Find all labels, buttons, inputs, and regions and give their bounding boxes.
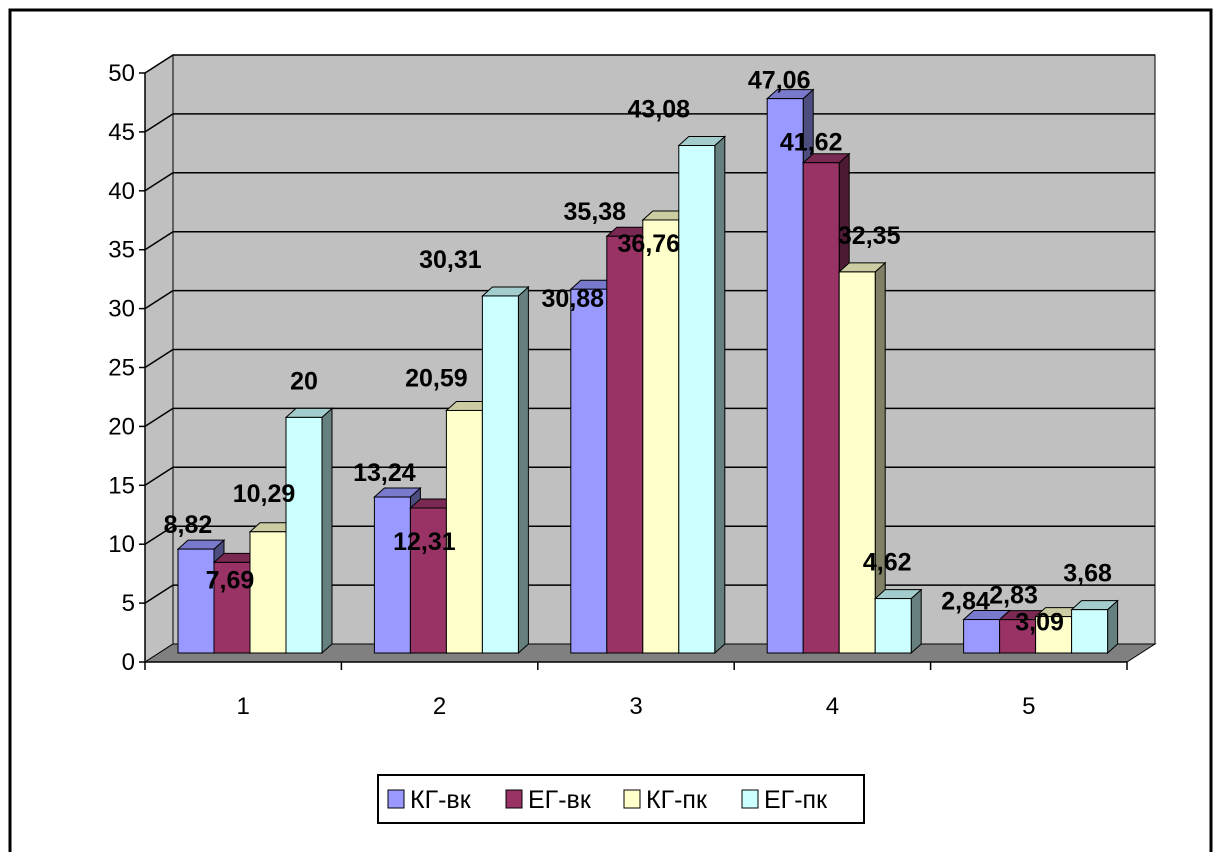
data-label: 10,29	[233, 480, 296, 508]
legend-item: КГ-пк	[623, 786, 708, 814]
data-label: 3,09	[1015, 609, 1064, 637]
bar-front	[1071, 609, 1109, 654]
legend-swatch	[741, 789, 759, 809]
bar-front	[409, 507, 447, 654]
x-tick-label: 1	[237, 693, 250, 720]
y-tick-label: 0	[122, 649, 135, 676]
legend-swatch	[623, 789, 641, 809]
data-label: 12,31	[393, 528, 456, 556]
bar-side	[910, 588, 922, 655]
data-label: 41,62	[780, 129, 843, 157]
bar-front	[802, 162, 840, 654]
data-label: 36,76	[618, 230, 681, 258]
data-label: 32,35	[838, 222, 901, 250]
legend-box	[377, 774, 865, 824]
y-tick-label: 45	[108, 119, 135, 146]
data-label: 20	[290, 367, 318, 395]
x-tick-label: 4	[826, 693, 839, 720]
gridline	[144, 113, 1155, 133]
legend-item: КГ-вк	[387, 786, 472, 814]
data-label: 30,88	[542, 285, 605, 313]
bar-front	[1035, 616, 1073, 654]
bar-front	[678, 145, 716, 654]
x-tick-label: 2	[433, 693, 446, 720]
bar-front	[285, 416, 323, 654]
bar-front	[642, 219, 680, 654]
bar-front	[874, 598, 912, 654]
bar	[284, 407, 334, 655]
y-tick-label: 20	[108, 413, 135, 440]
data-label: 3,68	[1063, 560, 1112, 588]
y-tick-label: 15	[108, 472, 135, 499]
data-label: 8,82	[164, 511, 213, 539]
y-tick-label: 50	[108, 60, 135, 87]
legend-swatch	[387, 789, 405, 809]
data-label: 7,69	[206, 566, 255, 594]
bar-front	[766, 98, 804, 654]
y-tick-label: 5	[122, 590, 135, 617]
bar	[837, 261, 887, 655]
bar	[677, 135, 727, 655]
gridline	[144, 54, 1155, 74]
data-label: 13,24	[353, 459, 416, 487]
bar-side	[517, 285, 529, 655]
x-tick-label: 5	[1022, 693, 1035, 720]
bar-front	[963, 619, 1001, 654]
data-label: 30,31	[419, 246, 482, 274]
bar-side	[321, 407, 333, 655]
bar	[481, 285, 530, 655]
bar-front	[838, 271, 876, 654]
bar	[1070, 599, 1119, 655]
y-tick-label: 35	[108, 237, 135, 264]
data-label: 35,38	[564, 198, 627, 226]
y-tick-label: 40	[108, 178, 135, 205]
bar-side	[714, 135, 726, 655]
data-label: 47,06	[748, 67, 811, 95]
legend-item: ЕГ-пк	[741, 786, 828, 814]
bar-front	[373, 496, 411, 654]
legend-label: КГ-вк	[410, 786, 472, 814]
bar-front	[999, 619, 1037, 654]
legend-item: ЕГ-вк	[505, 786, 592, 814]
legend-label: ЕГ-вк	[528, 786, 592, 814]
y-tick-label: 30	[108, 296, 135, 323]
data-label: 2,83	[989, 582, 1038, 610]
bar-front	[177, 548, 215, 654]
bar-front	[481, 295, 519, 654]
x-tick-label: 3	[629, 693, 642, 720]
bar-front	[213, 561, 251, 654]
bar-front	[606, 235, 644, 654]
legend-swatch	[505, 789, 523, 809]
data-label: 43,08	[628, 96, 691, 124]
bar-front	[570, 288, 608, 654]
data-label: 20,59	[405, 364, 468, 392]
bar	[873, 588, 923, 655]
legend-label: КГ-пк	[646, 786, 708, 814]
data-label: 2,84	[941, 588, 990, 616]
legend-label: ЕГ-пк	[764, 786, 828, 814]
y-tick-label: 25	[108, 355, 135, 382]
data-label: 4,62	[863, 549, 912, 577]
y-tick-label: 10	[108, 531, 135, 558]
bar-front	[445, 409, 483, 654]
bar-front	[249, 531, 287, 654]
